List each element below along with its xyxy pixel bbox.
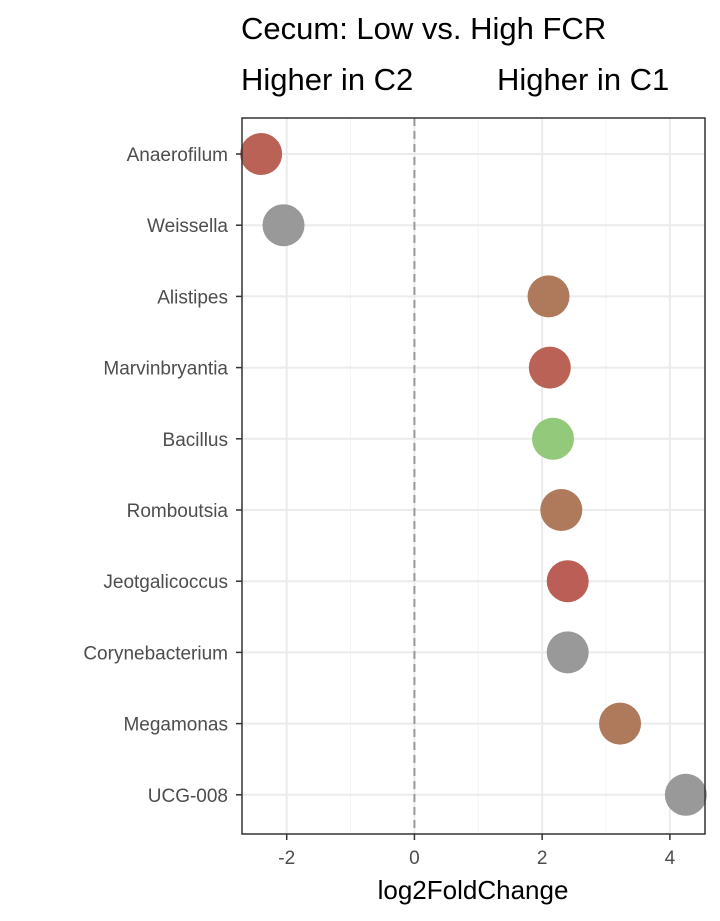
y-tick-label: Bacillus [163, 430, 228, 451]
y-tick-label: Jeotgalicoccus [103, 572, 228, 593]
x-axis-title: log2FoldChange [378, 875, 569, 905]
panel-border [241, 117, 706, 835]
y-tick-label: Megamonas [123, 715, 228, 736]
x-tick-label: -2 [278, 848, 295, 869]
data-point [664, 773, 707, 816]
x-axis: -2 0 2 4 [278, 834, 676, 869]
y-tick-label: UCG-008 [148, 786, 228, 807]
data-point [540, 489, 583, 531]
data-point [240, 133, 283, 175]
y-tick-label: Corynebacterium [83, 643, 228, 664]
y-tick-label: Alistipes [157, 287, 228, 308]
data-point [527, 275, 570, 318]
x-tick-label: 4 [665, 848, 676, 869]
y-axis: Anaerofilum Weissella Alistipes Marvinbryan… [83, 145, 242, 807]
chart-title: Cecum: Low vs. High FCR [241, 11, 606, 46]
data-point [599, 702, 642, 745]
data-point [262, 204, 305, 247]
y-tick-label: Anaerofilum [127, 145, 228, 166]
data-point [546, 631, 589, 674]
x-tick-label: 2 [537, 848, 548, 869]
y-tick-label: Romboutsia [127, 501, 229, 522]
data-point [546, 560, 589, 603]
y-tick-label: Marvinbryantia [103, 359, 228, 380]
data-point [528, 346, 571, 389]
data-point [532, 417, 575, 460]
subtitle-higher-in-c1: Higher in C1 [497, 62, 669, 97]
subtitle-higher-in-c2: Higher in C2 [241, 62, 413, 97]
points-layer [240, 133, 707, 816]
y-tick-label: Weissella [147, 216, 228, 237]
x-tick-label: 0 [409, 848, 420, 869]
